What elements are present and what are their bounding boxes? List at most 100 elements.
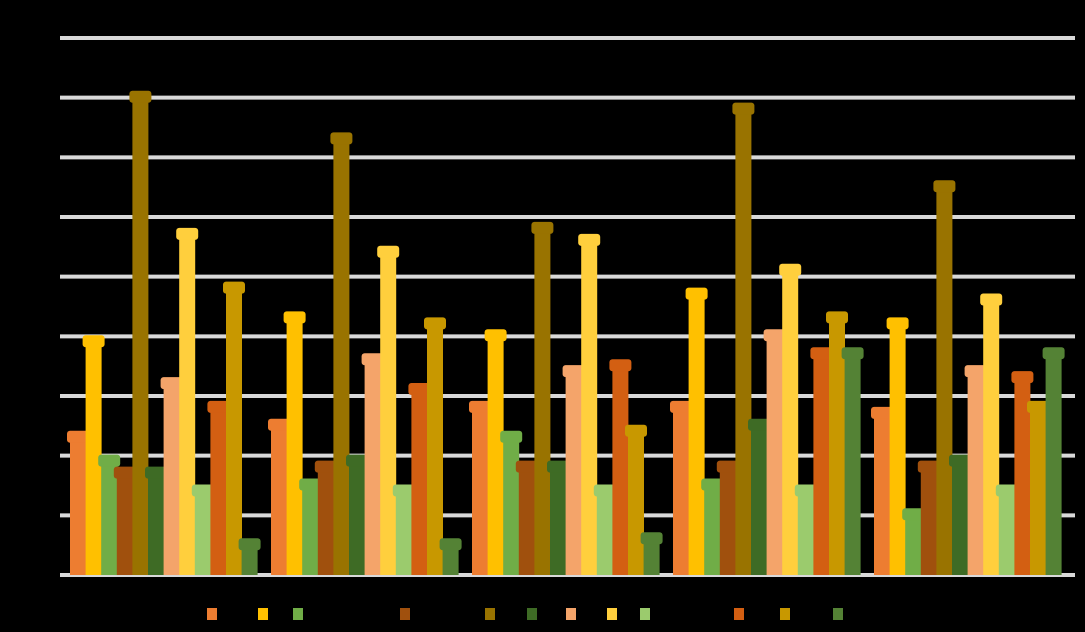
data-label-marker — [439, 538, 462, 551]
data-label-marker — [330, 132, 353, 145]
bar — [983, 300, 1000, 575]
data-label-marker — [917, 460, 940, 473]
bar — [936, 187, 953, 575]
bar — [565, 372, 582, 575]
bar — [163, 384, 180, 575]
bar — [952, 461, 968, 575]
data-label-marker — [841, 347, 864, 360]
data-label-marker — [562, 365, 585, 378]
bar — [241, 545, 258, 575]
bar — [797, 491, 814, 575]
bar — [487, 336, 504, 575]
legend-swatch — [780, 608, 790, 620]
data-label-marker — [732, 102, 755, 115]
data-label-marker — [701, 478, 724, 491]
data-label-marker — [299, 478, 322, 491]
bar — [148, 473, 164, 575]
data-label-marker — [547, 460, 569, 473]
data-label-marker — [949, 454, 971, 467]
data-label-marker — [361, 353, 384, 366]
bar — [874, 413, 890, 575]
bar — [518, 467, 535, 575]
bar — [333, 139, 350, 575]
bar — [735, 109, 752, 575]
bar — [782, 270, 799, 575]
data-label-marker — [515, 460, 538, 473]
bar — [1045, 354, 1062, 575]
bar — [101, 461, 118, 575]
data-label-marker — [82, 335, 105, 348]
legend — [207, 608, 843, 620]
data-label-marker — [640, 532, 663, 545]
bar — [719, 467, 736, 575]
data-label-marker — [685, 287, 708, 300]
data-label-marker — [145, 466, 167, 479]
data-label-marker — [129, 90, 152, 103]
bar — [427, 324, 443, 575]
bar — [226, 288, 242, 575]
data-label-marker — [871, 406, 893, 419]
bar — [380, 252, 397, 576]
data-label-marker — [593, 484, 616, 497]
legend-swatch — [734, 608, 744, 620]
data-label-marker — [670, 400, 692, 413]
data-label-marker — [1042, 347, 1065, 360]
data-label-marker — [810, 347, 833, 360]
data-label-marker — [268, 418, 290, 431]
data-label-marker — [763, 329, 786, 342]
data-label-marker — [609, 359, 632, 372]
data-label-marker — [484, 329, 507, 342]
bar — [194, 491, 211, 575]
bar — [349, 461, 365, 575]
data-label-marker — [1027, 400, 1049, 413]
bar — [411, 390, 428, 575]
bar — [70, 437, 86, 575]
bar — [395, 491, 412, 575]
data-label-marker — [995, 484, 1018, 497]
bar — [998, 491, 1015, 575]
bar — [503, 437, 520, 575]
data-label-marker — [346, 454, 368, 467]
data-label-marker — [500, 430, 523, 443]
legend-swatch — [607, 608, 617, 620]
bar — [688, 294, 705, 575]
bar — [581, 240, 598, 575]
bar — [271, 425, 287, 575]
data-label-marker — [191, 484, 214, 497]
bar — [612, 366, 629, 575]
bar — [132, 97, 149, 575]
data-label-marker — [625, 424, 647, 437]
legend-swatch — [833, 608, 843, 620]
data-label-marker — [223, 281, 245, 294]
bar — [829, 318, 845, 575]
bar — [766, 336, 783, 575]
bar — [596, 491, 613, 575]
bar — [472, 407, 488, 575]
data-label-marker — [67, 430, 89, 443]
legend-swatch — [527, 608, 537, 620]
bar — [813, 354, 830, 575]
bar — [1030, 407, 1046, 575]
data-label-marker — [392, 484, 415, 497]
legend-swatch — [640, 608, 650, 620]
data-label-marker — [408, 383, 431, 395]
data-label-marker — [578, 233, 601, 246]
bar — [317, 467, 334, 575]
bar — [85, 342, 102, 575]
data-label-marker — [826, 311, 848, 324]
data-label-marker — [980, 293, 1003, 306]
data-label-marker — [748, 418, 770, 431]
data-label-marker — [886, 317, 909, 330]
bar — [704, 485, 721, 575]
data-label-marker — [1011, 371, 1034, 384]
data-label-marker — [779, 263, 802, 276]
bar — [751, 425, 767, 575]
bar — [286, 318, 303, 575]
bar — [550, 467, 566, 575]
bar — [210, 407, 227, 575]
bar — [179, 234, 196, 575]
data-label-marker — [238, 538, 261, 551]
bar — [967, 372, 984, 575]
data-label-marker — [377, 245, 400, 258]
